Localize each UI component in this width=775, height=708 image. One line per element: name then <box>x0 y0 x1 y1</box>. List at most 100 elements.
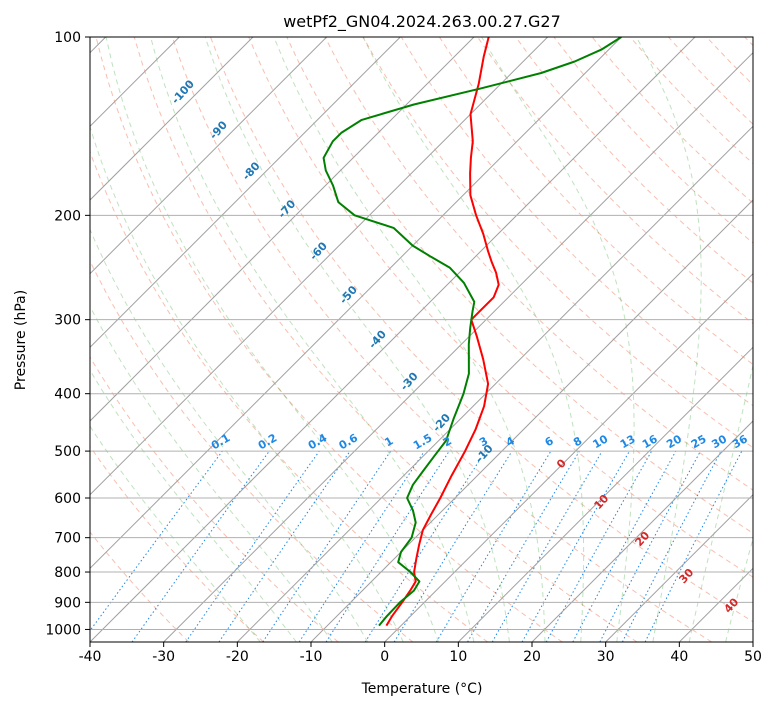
mixing-ratio-line <box>599 450 701 642</box>
moist-adiabat-line <box>362 37 585 642</box>
moist-adiabat-line <box>725 536 753 642</box>
x-tick-label: -10 <box>300 649 323 665</box>
dry-adiabat-label: -80 <box>240 159 263 183</box>
isotherm-line <box>605 493 753 642</box>
moist-adiabat-line <box>635 37 702 642</box>
mixing-ratio-line <box>90 450 223 632</box>
dry-adiabat-line <box>706 37 753 86</box>
plot-area: 0.1 0.2 0.4 0.6 1 1.5 2 3 4 6 8 10 13 16 20 25 30 36-100-… <box>45 30 762 665</box>
isotherm-line <box>678 567 753 642</box>
mixing-ratio-label: 36 <box>730 432 750 451</box>
x-tick-label: 40 <box>670 649 688 665</box>
moist-adiabat-line <box>204 37 510 642</box>
mixing-ratio-label: 30 <box>709 432 729 451</box>
y-tick-label: 1000 <box>45 622 81 638</box>
dry-adiabat-label: -50 <box>337 283 360 307</box>
mixing-ratio-line <box>262 450 392 642</box>
moist-adiabat-line <box>688 363 753 642</box>
isotherm-line <box>90 37 549 496</box>
isotherms <box>90 37 753 642</box>
mixing-ratio-line <box>521 450 630 642</box>
dry-adiabat-line <box>171 37 712 642</box>
chart-title: wetPf2_GN04.2024.263.00.27.G27 <box>283 12 561 32</box>
x-tick-label: 30 <box>597 649 615 665</box>
y-tick-label: 600 <box>54 491 81 507</box>
moist-adiabat-line <box>90 228 369 642</box>
isotherm-line <box>90 37 254 201</box>
moist-adiabat-line <box>90 125 404 642</box>
x-tick-label: 50 <box>744 649 762 665</box>
mixing-ratio-lines <box>90 450 743 642</box>
dry-adiabat-line <box>248 37 753 578</box>
dewpoint-trace <box>322 37 622 627</box>
isotherm-line <box>310 199 753 642</box>
mixing-ratio-label: 1.5 <box>411 431 434 452</box>
isotherm-line <box>236 125 753 642</box>
moist-adiabat-line <box>90 369 297 642</box>
temperature-trace <box>385 37 500 627</box>
dry-adiabat-line <box>553 37 753 244</box>
dry-adiabat-label: -30 <box>398 370 421 394</box>
dry-adiabat-label: -10 <box>473 442 496 466</box>
isotherm-line <box>90 37 696 642</box>
mixing-ratio-label: 0.4 <box>306 431 330 452</box>
isotherm-line <box>90 37 328 275</box>
y-tick-label: 400 <box>54 387 81 403</box>
moist-adiabat-line <box>481 37 635 642</box>
dry-adiabat-label: -60 <box>307 239 330 263</box>
y-tick-label: 800 <box>54 565 81 581</box>
x-tick-label: 0 <box>380 649 389 665</box>
mixing-ratio-line <box>393 450 513 642</box>
y-tick-label: 300 <box>54 313 81 329</box>
isotherm-line <box>531 420 753 642</box>
mixing-ratio-label: 20 <box>664 432 684 451</box>
isotherm-line <box>457 346 753 642</box>
dry-adiabat-line <box>515 37 753 284</box>
dry-adiabat-line <box>400 37 753 407</box>
dry-adiabats <box>90 37 753 642</box>
mixing-ratio-label: 8 <box>571 434 584 449</box>
dry-adiabat-line <box>591 37 753 204</box>
moist-adiabat-line <box>90 425 261 642</box>
moist-adiabat-label: 0 <box>554 456 569 471</box>
isobars <box>90 37 753 630</box>
mixing-ratio-label: 10 <box>591 432 611 451</box>
isotherm-line <box>90 37 401 349</box>
y-tick-label: 900 <box>54 595 81 611</box>
isotherm-line <box>90 37 622 570</box>
dry-adiabat-line <box>668 37 753 125</box>
dry-adiabat-line <box>210 37 753 623</box>
dry-adiabat-line <box>90 356 339 642</box>
moist-adiabat-line <box>90 305 333 642</box>
mixing-ratio-line <box>435 450 552 642</box>
isotherm-line <box>752 641 753 642</box>
mixing-ratio-line <box>298 450 425 642</box>
dry-adiabat-label: -90 <box>207 118 230 142</box>
x-tick-label: 10 <box>449 649 467 665</box>
mixing-ratio-line <box>325 450 450 642</box>
mixing-ratio-line <box>364 450 486 642</box>
dry-adiabat-line <box>477 37 753 325</box>
dry-adiabat-line <box>133 37 638 642</box>
y-tick-label: 100 <box>54 30 81 46</box>
dry-adiabat-line <box>90 445 264 642</box>
moist-adiabat-label: 10 <box>591 492 611 512</box>
mixing-ratio-label: 0.1 <box>209 431 232 452</box>
mixing-ratio-label: 6 <box>543 434 556 449</box>
moist-adiabat-line <box>273 37 546 642</box>
mixing-ratio-line <box>545 450 653 642</box>
mixing-ratio-label: 16 <box>640 432 660 451</box>
y-tick-label: 500 <box>54 444 81 460</box>
x-tick-label: -30 <box>152 649 175 665</box>
mixing-ratio-line <box>131 450 270 642</box>
isotherm-line <box>163 51 753 642</box>
y-tick-label: 700 <box>54 531 81 547</box>
mixing-ratio-line <box>644 450 743 642</box>
x-tick-label: -20 <box>226 649 249 665</box>
mixing-ratio-line <box>467 450 580 642</box>
x-tick-label: -40 <box>79 649 102 665</box>
moist-adiabats <box>90 37 753 642</box>
x-tick-label: 20 <box>523 649 541 665</box>
mixing-ratio-label: 13 <box>618 432 638 451</box>
